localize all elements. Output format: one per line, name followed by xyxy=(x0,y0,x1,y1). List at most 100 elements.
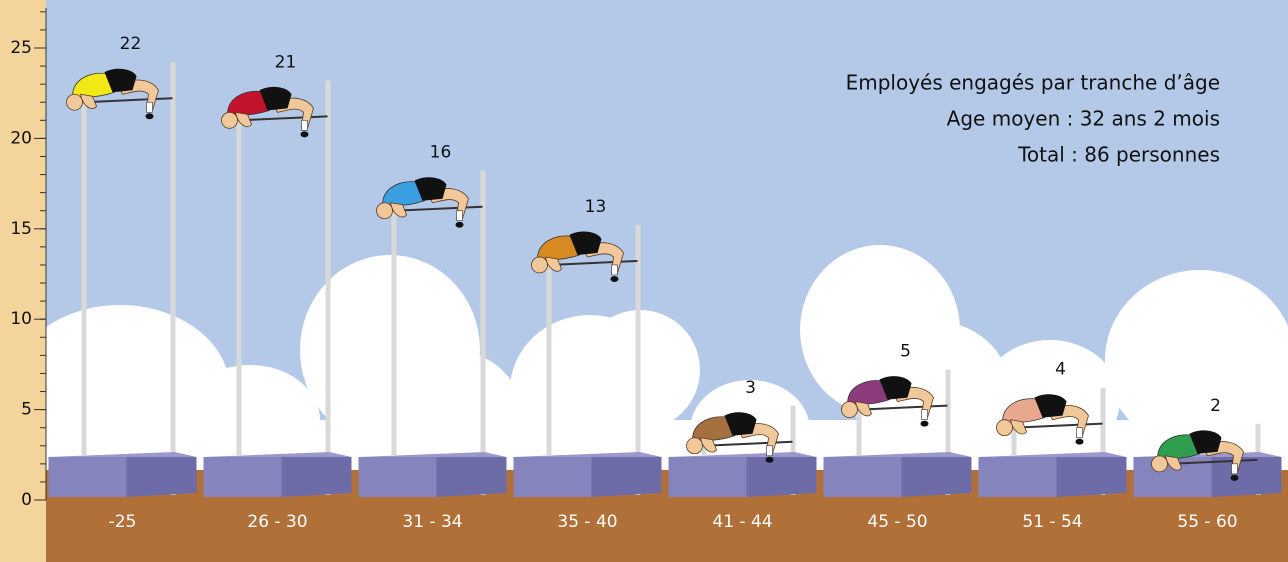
mat-side xyxy=(1056,457,1127,497)
shoe xyxy=(1230,474,1239,481)
mat-side xyxy=(591,457,662,497)
x-tick-label: 55 - 60 xyxy=(1177,512,1237,532)
mat-front xyxy=(203,457,282,497)
x-tick-label: 31 - 34 xyxy=(402,512,462,532)
shorts xyxy=(569,231,602,255)
x-tick-label: 45 - 50 xyxy=(867,512,927,532)
pole xyxy=(1011,427,1017,455)
title-block: Employés engagés par tranche d’âge Age m… xyxy=(846,71,1220,167)
mat-side xyxy=(281,457,352,497)
value-label: 16 xyxy=(430,143,452,163)
shorts xyxy=(1189,430,1222,454)
shoe xyxy=(765,456,774,463)
sock xyxy=(921,409,928,420)
pole xyxy=(325,80,331,495)
head xyxy=(66,93,83,111)
jumper xyxy=(996,394,1089,445)
crossbar xyxy=(1169,458,1258,465)
x-tick-label: 51 - 54 xyxy=(1022,512,1082,532)
x-tick-label: 41 - 44 xyxy=(712,512,772,532)
mat-front xyxy=(978,457,1057,497)
shoe xyxy=(300,131,309,138)
sock xyxy=(766,445,773,457)
y-tick-label: 20 xyxy=(10,128,32,148)
head xyxy=(841,401,858,419)
shoe xyxy=(610,275,619,282)
head xyxy=(221,111,238,129)
pole xyxy=(635,224,641,495)
annotation: Total : 86 personnes xyxy=(1017,143,1220,167)
sock xyxy=(146,101,153,113)
jumper xyxy=(376,177,469,228)
jump-station: 5 xyxy=(823,342,972,497)
crossbar xyxy=(84,97,173,104)
shorts xyxy=(1034,394,1067,418)
value-label: 3 xyxy=(745,378,756,398)
jump-station: 2 xyxy=(1133,396,1282,497)
jumper xyxy=(686,412,779,463)
jump-station: 21 xyxy=(203,52,352,497)
shorts xyxy=(259,86,292,111)
value-label: 13 xyxy=(585,197,607,217)
chart-title: Employés engagés par tranche d’âge xyxy=(846,71,1220,95)
mat-front xyxy=(668,457,747,497)
jump-station: 16 xyxy=(358,143,507,497)
y-tick-label: 5 xyxy=(21,400,32,420)
shorts xyxy=(104,68,137,93)
x-tick-label: 26 - 30 xyxy=(247,512,307,532)
shoe xyxy=(145,113,154,120)
mat-side xyxy=(1211,457,1282,497)
x-tick-label: -25 xyxy=(109,512,137,532)
pole xyxy=(856,409,862,455)
mat-front xyxy=(358,457,437,497)
jump-station: 3 xyxy=(668,378,817,497)
y-tick-label: 0 xyxy=(21,490,32,510)
mat-side xyxy=(746,457,817,497)
mat-front xyxy=(823,457,902,497)
sock xyxy=(301,120,308,131)
y-tick-label: 25 xyxy=(10,38,32,58)
sock xyxy=(611,264,618,276)
x-tick-label: 35 - 40 xyxy=(557,512,617,532)
axis-strip xyxy=(0,0,46,562)
pole xyxy=(236,120,242,455)
jump-station: 13 xyxy=(513,197,662,497)
sock xyxy=(1076,427,1083,438)
subtitle: Age moyen : 32 ans 2 mois xyxy=(947,107,1220,131)
shoe xyxy=(1075,438,1084,445)
crossbar xyxy=(239,115,328,122)
pole xyxy=(945,369,951,495)
shorts xyxy=(414,177,447,201)
crossbar xyxy=(704,440,793,447)
pole xyxy=(546,264,552,455)
mat-front xyxy=(48,457,127,497)
y-tick-label: 10 xyxy=(10,309,32,329)
jumper xyxy=(841,376,934,427)
shoe xyxy=(455,221,464,228)
value-label: 4 xyxy=(1055,360,1066,380)
crossbar xyxy=(394,205,483,212)
shorts xyxy=(879,376,912,400)
head xyxy=(376,202,393,220)
value-label: 5 xyxy=(900,342,911,362)
pole xyxy=(701,445,707,455)
pole xyxy=(480,170,486,495)
shoe xyxy=(920,420,929,427)
jumper xyxy=(221,86,314,138)
head xyxy=(686,437,703,455)
crossbar xyxy=(549,259,638,266)
crossbar xyxy=(1014,422,1103,429)
mat-side xyxy=(436,457,507,497)
y-tick-label: 15 xyxy=(10,219,32,239)
jumper xyxy=(66,68,159,120)
mat-front xyxy=(513,457,592,497)
jump-station: 22 xyxy=(48,34,197,497)
head xyxy=(996,419,1013,437)
value-label: 22 xyxy=(120,34,142,54)
shorts xyxy=(724,412,757,436)
jump-station: 4 xyxy=(978,360,1127,497)
sock xyxy=(456,210,463,222)
head xyxy=(1151,455,1168,473)
pole xyxy=(1100,387,1106,495)
